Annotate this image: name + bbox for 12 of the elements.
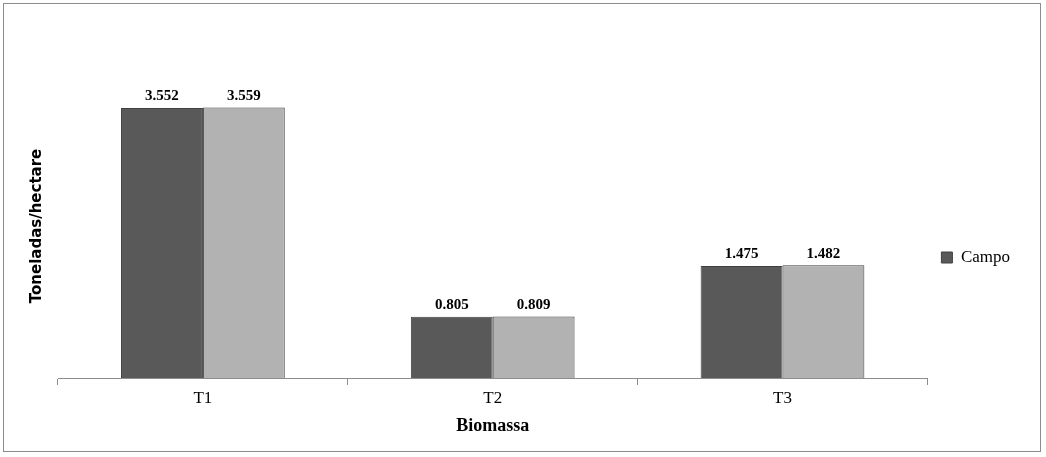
- y-axis-title: Toneladas/hectare: [26, 148, 45, 304]
- x-tick-label: T2: [483, 387, 503, 407]
- data-label: 3.559: [226, 86, 261, 103]
- data-label: 0.805: [434, 296, 469, 313]
- x-tick-label: T1: [193, 387, 213, 407]
- data-label: 3.552: [145, 87, 179, 104]
- legend-label: Campo: [960, 246, 1010, 266]
- data-label: 1.475: [724, 245, 759, 262]
- data-label: 0.809: [516, 295, 551, 312]
- data-label: 1.482: [806, 244, 841, 261]
- x-tick-label: T3: [773, 387, 792, 407]
- x-axis-title: Biomassa: [456, 414, 530, 435]
